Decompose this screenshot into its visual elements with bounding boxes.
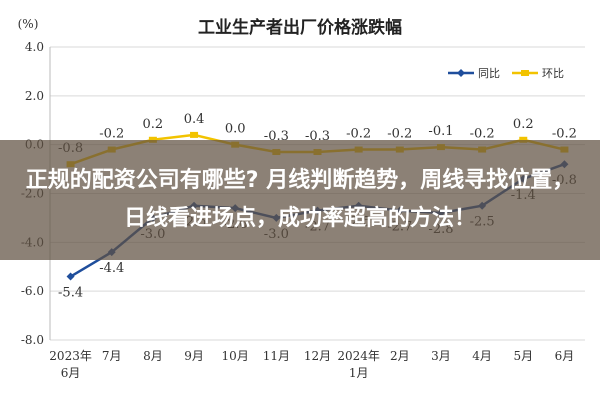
x-tick-label: 1月 (349, 366, 369, 380)
x-tick-label: 6月 (61, 366, 81, 380)
data-label: -5.4 (58, 286, 83, 301)
data-label: -0.2 (552, 127, 577, 142)
y-tick-label: -6.0 (21, 284, 44, 298)
series-point (190, 131, 199, 138)
data-label: -0.1 (428, 124, 453, 139)
x-tick-label: 2月 (390, 349, 410, 363)
data-label: -0.2 (99, 127, 124, 142)
x-tick-label: 7月 (102, 349, 122, 363)
y-tick-label: -8.0 (21, 333, 44, 347)
legend-marker (457, 69, 465, 77)
data-label: -4.4 (99, 261, 124, 276)
legend: 同比 环比 (448, 67, 564, 80)
x-tick-label: 4月 (472, 349, 492, 363)
y-tick-label: 2.0 (25, 89, 44, 103)
x-tick-label: 2024年 (337, 349, 380, 363)
chart-title: 工业生产者出厂价格涨跌幅 (198, 17, 402, 38)
data-label: 0.0 (225, 122, 246, 137)
data-label: -0.2 (387, 127, 412, 142)
x-tick-label: 5月 (513, 349, 533, 363)
x-tick-label: 6月 (555, 349, 575, 363)
data-label: 0.2 (513, 117, 534, 132)
series-point (519, 136, 528, 143)
x-tick-label: 10月 (222, 349, 249, 363)
x-tick-label: 2023年 (49, 349, 92, 363)
legend-marker (521, 70, 529, 76)
series-point (148, 136, 157, 143)
legend-label: 环比 (542, 67, 564, 80)
x-tick-labels: 2023年 6月 7月 8月 9月 10月 11月 12月 2024年 1月 2月 3月 4月 5月 6月 (49, 349, 574, 380)
x-tick-label: 12月 (304, 349, 331, 363)
legend-label: 同比 (478, 67, 500, 80)
data-label: 0.2 (143, 117, 164, 132)
data-label: 0.4 (184, 112, 205, 127)
x-tick-label: 3月 (431, 349, 451, 363)
x-tick-label: 9月 (184, 349, 204, 363)
x-tick-label: 8月 (143, 349, 163, 363)
overlay-banner[interactable]: 正规的配资公司有哪些? 月线判断趋势，周线寻找位置，日线看进场点，成功率超高的方… (0, 140, 600, 260)
y-axis-unit: (%) (18, 17, 39, 31)
series-point (66, 272, 75, 281)
x-tick-label: 11月 (263, 349, 290, 363)
banner-text[interactable]: 正规的配资公司有哪些? 月线判断趋势，周线寻找位置，日线看进场点，成功率超高的方… (25, 168, 575, 231)
data-label: -0.2 (346, 127, 371, 142)
data-label: -0.2 (470, 127, 495, 142)
y-tick-label: 4.0 (25, 40, 44, 54)
